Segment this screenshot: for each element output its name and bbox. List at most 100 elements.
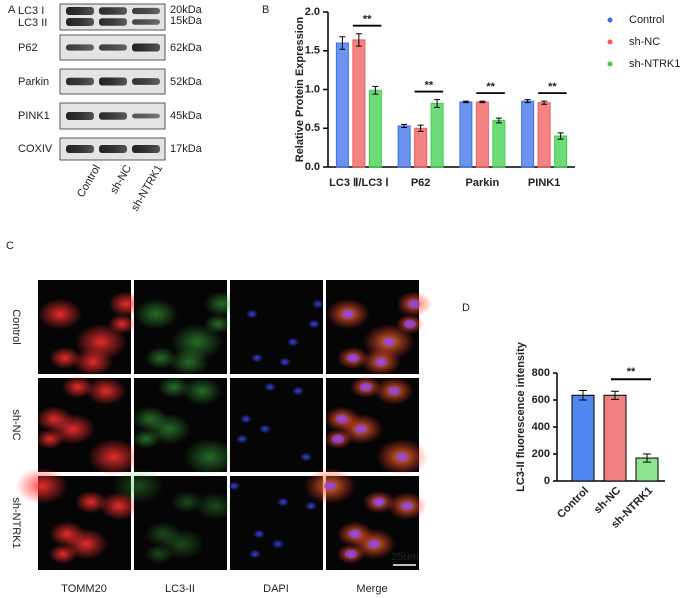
blot-band xyxy=(99,112,127,120)
error-bar xyxy=(462,100,469,104)
cell xyxy=(86,377,126,405)
y-axis-label: Relative Protein Expression xyxy=(294,16,306,162)
blot-band xyxy=(66,77,94,86)
cell xyxy=(184,438,236,476)
nucleus xyxy=(342,309,354,319)
cell xyxy=(134,298,178,330)
blot-band xyxy=(132,145,160,153)
blot-band xyxy=(132,78,160,85)
y-tick-label: 2.0 xyxy=(305,6,320,18)
cell xyxy=(62,375,94,399)
bar xyxy=(352,39,366,168)
y-axis-label: LC3-II fluorescence intensity xyxy=(515,341,527,492)
cell xyxy=(279,357,291,367)
blot-band xyxy=(132,7,160,15)
cell xyxy=(264,382,276,392)
significance-label: ** xyxy=(363,14,372,26)
error-bar xyxy=(557,132,564,140)
lane-label: sh-NC xyxy=(108,163,134,196)
cell xyxy=(292,386,304,396)
blot-band xyxy=(66,18,94,26)
bar xyxy=(475,101,489,168)
cell xyxy=(145,346,177,370)
cell xyxy=(204,314,232,334)
bar xyxy=(414,127,428,168)
nucleus xyxy=(349,529,361,539)
weight-label: 20kDa xyxy=(170,4,203,16)
significance-label: ** xyxy=(627,366,636,378)
nucleus xyxy=(324,481,336,491)
bar xyxy=(521,100,535,168)
significance-label: ** xyxy=(548,81,557,93)
blot-band xyxy=(99,7,127,15)
bar xyxy=(335,42,349,168)
bar xyxy=(554,135,568,168)
error-bar xyxy=(524,99,531,104)
protein-label: PINK1 xyxy=(18,110,50,122)
error-bar xyxy=(401,123,408,128)
nucleus xyxy=(368,539,380,549)
cell xyxy=(49,346,81,370)
weight-label: 45kDa xyxy=(170,110,203,122)
cell xyxy=(182,377,222,405)
cell xyxy=(145,544,173,564)
protein-label: LC3 I xyxy=(18,5,44,17)
y-tick-label: 800 xyxy=(532,367,550,379)
column-label: LC3-II xyxy=(165,583,195,595)
y-tick-label: 200 xyxy=(532,448,550,460)
nucleus xyxy=(345,549,357,559)
x-tick-label: sh-NC xyxy=(592,485,623,516)
cell xyxy=(88,438,140,476)
blot-band xyxy=(66,44,94,51)
scale-bar-label: 25um xyxy=(391,551,419,563)
cell xyxy=(246,309,258,319)
panel-letter: D xyxy=(462,302,470,314)
nucleus xyxy=(401,501,413,511)
weight-label: 52kDa xyxy=(170,76,203,88)
bar xyxy=(459,101,473,168)
x-tick-label: Parkin xyxy=(466,177,500,189)
column-label: TOMM20 xyxy=(61,583,107,595)
cell xyxy=(171,490,203,514)
cell xyxy=(49,544,77,564)
cell xyxy=(36,429,64,449)
lane-label: sh-NTRK1 xyxy=(129,163,165,213)
nucleus xyxy=(408,299,420,309)
column-label: Merge xyxy=(356,583,387,595)
x-tick-label: LC3 Ⅱ/LC3 Ⅰ xyxy=(329,177,388,189)
cell xyxy=(253,529,265,539)
legend-marker xyxy=(607,17,613,23)
protein-label: LC3 II xyxy=(18,17,47,29)
cell xyxy=(132,406,168,432)
blot-band xyxy=(99,145,127,153)
protein-label: Parkin xyxy=(18,76,49,88)
y-tick-label: 0 xyxy=(544,475,550,487)
bar xyxy=(397,125,411,168)
y-tick-label: 1.5 xyxy=(305,45,320,57)
cell xyxy=(272,539,284,549)
nucleus xyxy=(355,424,367,434)
error-bar xyxy=(643,453,651,463)
bar xyxy=(368,89,382,168)
nucleus xyxy=(404,319,416,329)
x-tick-label: P62 xyxy=(411,177,431,189)
panel-letter: C xyxy=(6,240,14,252)
legend-marker xyxy=(607,39,613,45)
y-tick-label: 600 xyxy=(532,394,550,406)
blot-band xyxy=(99,44,127,51)
cell xyxy=(240,414,252,424)
nucleus xyxy=(336,414,348,424)
bar xyxy=(537,102,551,168)
cell xyxy=(132,429,160,449)
x-tick-label: PINK1 xyxy=(528,177,560,189)
error-bar xyxy=(339,36,346,50)
cell xyxy=(145,521,181,547)
cell xyxy=(251,353,263,363)
protein-label: COXIV xyxy=(18,143,53,155)
row-label: sh-NC xyxy=(10,409,22,440)
nucleus xyxy=(332,434,344,444)
error-bar xyxy=(579,390,587,401)
y-tick-label: 0.5 xyxy=(305,122,320,134)
weight-label: 62kDa xyxy=(170,42,203,54)
